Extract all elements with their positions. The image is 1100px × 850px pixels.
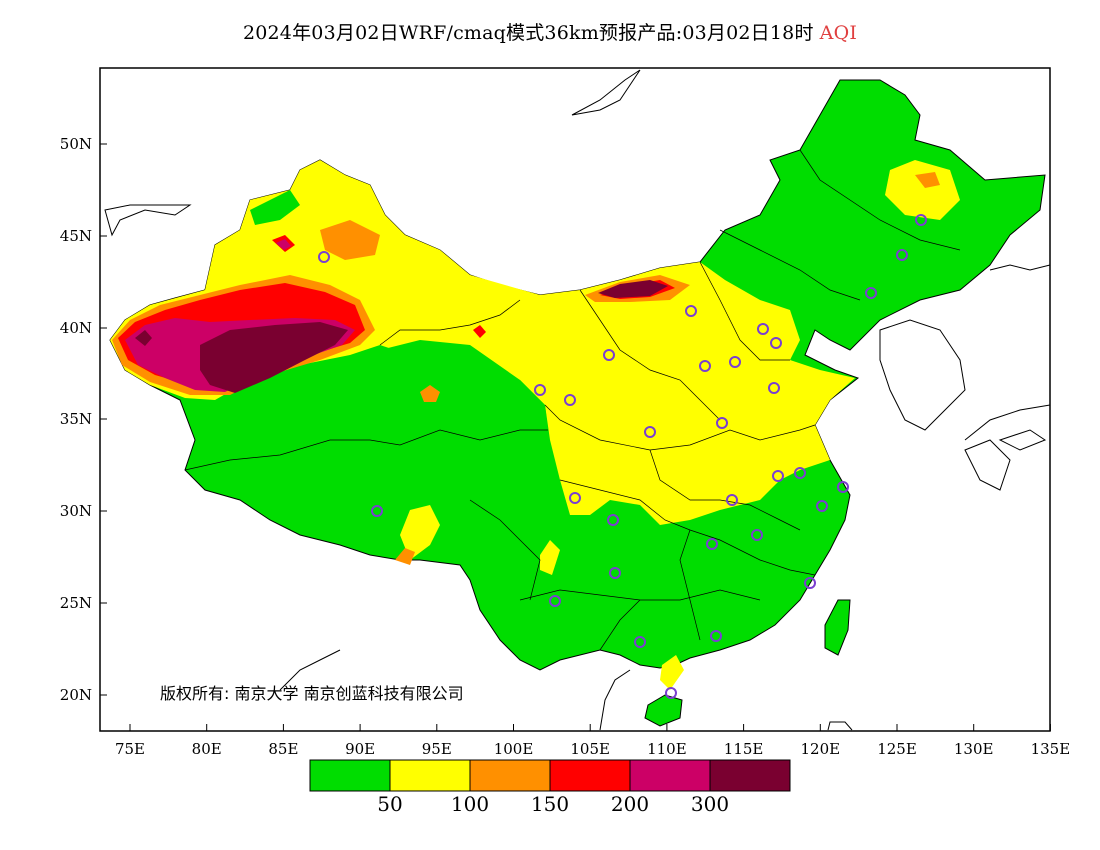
city-marker: [757, 323, 769, 335]
lon-tick-label: 85E: [268, 740, 298, 758]
city-marker: [804, 577, 816, 589]
lon-tick-label: 100E: [494, 740, 534, 758]
lon-tick-label: 95E: [422, 740, 452, 758]
lat-tick-label: 50N: [60, 135, 92, 153]
aqi-zone-good-qinghai: [380, 340, 548, 440]
lon-tick-label: 120E: [801, 740, 841, 758]
title-main: 2024年03月02日WRF/cmaq模式36km预报产品:03月02日18时: [242, 22, 814, 44]
city-marker: [569, 492, 581, 504]
aqi-zone-usg-junggar: [320, 220, 380, 260]
city-marker: [716, 417, 728, 429]
title-variable: AQI: [819, 22, 858, 44]
map-title: 2024年03月02日WRF/cmaq模式36km预报产品:03月02日18时 A…: [0, 18, 1100, 45]
city-marker: [729, 356, 741, 368]
province-boundaries: [184, 149, 961, 651]
lon-tick-label: 110E: [647, 740, 687, 758]
city-marker: [665, 687, 677, 699]
city-marker: [837, 481, 849, 493]
lat-tick-label: 40N: [60, 319, 92, 337]
aqi-zone-moderate-hainan: [660, 655, 684, 690]
lon-tick-label: 135E: [1031, 740, 1071, 758]
aqi-colorbar: 50 100 150 200 300: [309, 759, 791, 816]
city-marker: [794, 467, 806, 479]
city-marker: [706, 538, 718, 550]
city-marker: [726, 494, 738, 506]
city-marker: [751, 529, 763, 541]
city-marker: [318, 251, 330, 263]
aqi-zone-very-unhealthy-junggar: [276, 239, 291, 250]
city-markers: [318, 214, 927, 699]
city-marker: [710, 630, 722, 642]
colorbar-swatch: [469, 759, 551, 792]
aqi-zone-good-tianshan: [250, 190, 300, 225]
taiwan-island: [824, 599, 851, 656]
lat-tick-label: 25N: [60, 594, 92, 612]
colorbar-swatch: [389, 759, 471, 792]
aqi-zone-moderate-southwest: [540, 540, 560, 575]
city-marker: [699, 360, 711, 372]
city-marker: [564, 394, 576, 406]
aqi-zone-hazardous-innermongolia: [598, 280, 668, 298]
lat-tick-label: 20N: [60, 686, 92, 704]
colorbar-swatch: [549, 759, 631, 792]
copyright-notice: 版权所有: 南京大学 南京创蓝科技有限公司: [160, 684, 464, 703]
city-marker: [768, 382, 780, 394]
lat-tick-label: 30N: [60, 502, 92, 520]
city-marker: [371, 505, 383, 517]
city-marker: [644, 426, 656, 438]
city-marker: [549, 595, 561, 607]
colorbar-tick-label: 100: [451, 792, 489, 816]
city-marker: [772, 470, 784, 482]
latitude-axis: 50N 45N 40N 35N 30N 25N 20N: [60, 135, 107, 704]
aqi-zone-moderate-northeast: [885, 160, 960, 220]
aqi-zone-hazardous-kashgar: [135, 330, 152, 346]
aqi-zone-usg-northeast: [915, 172, 940, 188]
lon-tick-label: 115E: [724, 740, 764, 758]
lat-tick-label: 45N: [60, 227, 92, 245]
city-marker: [603, 349, 615, 361]
longitude-axis: 75E 80E 85E 90E 95E 100E 105E 110E 115E 120E 125E 1…: [115, 724, 1070, 758]
aqi-zone-hazardous-tarim: [200, 322, 348, 393]
lat-tick-label: 35N: [60, 410, 92, 428]
hainan-island: [644, 694, 683, 727]
neighboring-coastlines: [104, 69, 1051, 731]
city-marker: [607, 514, 619, 526]
lon-tick-label: 90E: [345, 740, 375, 758]
city-marker: [865, 287, 877, 299]
colorbar-tick-label: 300: [691, 792, 729, 816]
aqi-zone-moderate-south: [400, 505, 440, 560]
city-marker: [770, 337, 782, 349]
aqi-zone-unhealthy-gansu: [473, 325, 486, 338]
city-marker: [816, 500, 828, 512]
colorbar-swatch: [309, 759, 391, 792]
colorbar-tick-label: 200: [611, 792, 649, 816]
city-marker: [534, 384, 546, 396]
city-marker: [685, 305, 697, 317]
city-marker: [634, 636, 646, 648]
colorbar-swatch: [629, 759, 711, 792]
lon-tick-label: 130E: [954, 740, 994, 758]
lon-tick-label: 80E: [192, 740, 222, 758]
lon-tick-label: 105E: [570, 740, 610, 758]
lon-tick-label: 125E: [877, 740, 917, 758]
colorbar-swatch: [709, 759, 791, 792]
colorbar-tick-label: 150: [531, 792, 569, 816]
aqi-zone-usg-gansu: [420, 385, 440, 402]
city-marker: [609, 567, 621, 579]
aqi-zone-moderate-north: [110, 160, 855, 525]
city-marker: [915, 214, 927, 226]
colorbar-tick-label: 50: [377, 792, 402, 816]
city-marker: [896, 249, 908, 261]
aqi-zone-usg-tibet: [395, 548, 415, 565]
lon-tick-label: 75E: [115, 740, 145, 758]
